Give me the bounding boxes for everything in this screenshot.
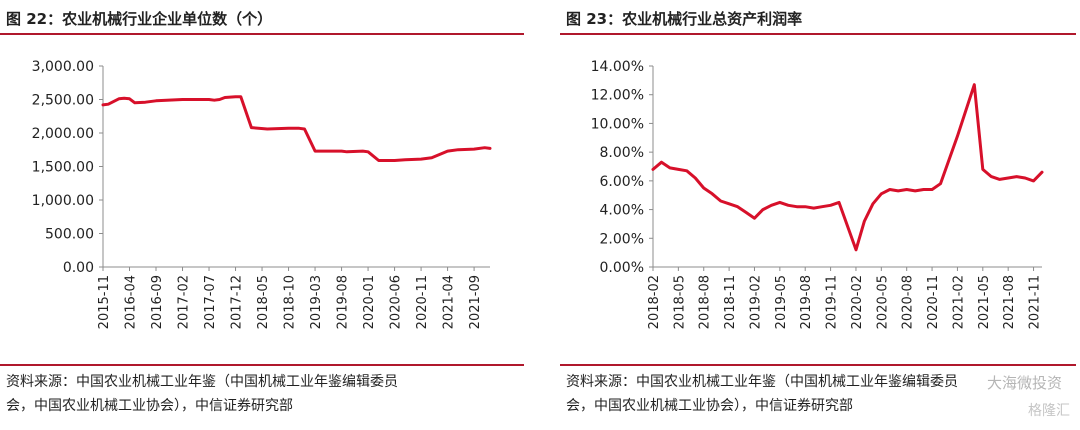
y-tick-label: 1,000.00 xyxy=(32,193,94,209)
chart-panel-left: 图 22：农业机械行业企业单位数（个） 3,000.00 2,500.00 2,00… xyxy=(0,0,524,430)
x-tick-label: 2020-11 xyxy=(415,275,430,329)
chart-panel-right: 图 23：农业机械行业总资产利润率 14.00% 12.00% 10.00% 8.00… xyxy=(560,0,1080,430)
x-tick-label: 2018-11 xyxy=(723,275,738,329)
x-tick-label: 2018-08 xyxy=(698,275,713,329)
source-line-2: 会，中国农业机械工业协会），中信证券研究部 xyxy=(566,398,853,414)
series-line xyxy=(651,83,1044,252)
x-tick-label: 2019-08 xyxy=(336,275,351,329)
y-tick-label: 2,000.00 xyxy=(32,126,94,142)
x-tick-label: 2019-05 xyxy=(774,275,789,329)
x-tick-label: 2018-10 xyxy=(283,275,298,329)
y-tick-label: 2,500.00 xyxy=(32,93,94,109)
line-chart-asset-profit-rate: 14.00% 12.00% 10.00% 8.00% 6.00% 4.00% 2.00% 0.… xyxy=(591,59,1044,329)
x-tick-label: 2021-04 xyxy=(442,275,457,329)
x-tick-label: 2016-04 xyxy=(124,275,139,329)
x-tick-label: 2020-11 xyxy=(926,275,941,329)
x-tick-label: 2017-02 xyxy=(177,275,192,329)
y-tick-label: 3,000.00 xyxy=(32,59,94,75)
y-tick-label: 4.00% xyxy=(600,203,644,219)
source-line-2: 会，中国农业机械工业协会），中信证券研究部 xyxy=(6,398,293,414)
x-tick-label: 2021-05 xyxy=(977,275,992,329)
source-divider-left xyxy=(0,364,524,366)
y-tick-label: 8.00% xyxy=(600,145,644,161)
y-tick-label: 10.00% xyxy=(591,116,644,132)
source-line-1: 资料来源：中国农业机械工业年鉴（中国机械工业年鉴编辑委员 xyxy=(6,374,398,390)
x-tick-label: 2020-01 xyxy=(362,275,377,329)
x-tick-label: 2021-11 xyxy=(1028,275,1043,329)
source-line-1: 资料来源：中国农业机械工业年鉴（中国机械工业年鉴编辑委员 xyxy=(566,374,958,390)
line-chart-enterprise-count: 3,000.00 2,500.00 2,000.00 1,500.00 1,000.00… xyxy=(32,59,492,329)
series-line xyxy=(101,95,492,162)
x-tick-label: 2020-02 xyxy=(850,275,865,329)
x-tick-label: 2016-09 xyxy=(150,275,165,329)
x-tick-label: 2017-12 xyxy=(230,275,245,329)
x-tick-label: 2019-11 xyxy=(825,275,840,329)
y-tick-label: 2.00% xyxy=(600,231,644,247)
source-note-left: 资料来源：中国农业机械工业年鉴（中国机械工业年鉴编辑委员 会，中国农业机械工业协… xyxy=(6,370,398,418)
x-tick-label: 2020-08 xyxy=(901,275,916,329)
watermark-logo: 大海微投资 xyxy=(986,374,1062,392)
chart-title-left: 图 22：农业机械行业企业单位数（个） xyxy=(6,10,273,28)
x-tick-label: 2021-09 xyxy=(468,275,483,329)
x-tick-label: 2017-07 xyxy=(203,275,218,329)
x-tick-label: 2018-05 xyxy=(672,275,687,329)
x-tick-label: 2021-02 xyxy=(951,275,966,329)
source-note-right: 资料来源：中国农业机械工业年鉴（中国机械工业年鉴编辑委员 会，中国农业机械工业协… xyxy=(566,370,958,418)
chart-title-right: 图 23：农业机械行业总资产利润率 xyxy=(566,10,803,28)
title-divider-right xyxy=(560,33,1076,35)
title-divider-left xyxy=(0,33,524,35)
x-tick-label: 2018-05 xyxy=(256,275,271,329)
y-tick-label: 6.00% xyxy=(600,174,644,190)
x-tick-label: 2019-08 xyxy=(799,275,814,329)
x-tick-label: 2018-02 xyxy=(647,275,662,329)
y-tick-label: 12.00% xyxy=(591,88,644,104)
x-tick-label: 2019-03 xyxy=(309,275,324,329)
watermark-sub: 格隆汇 xyxy=(1028,403,1070,419)
y-tick-label: 1,500.00 xyxy=(32,160,94,176)
y-tick-label: 0.00 xyxy=(63,260,94,276)
y-tick-label: 0.00% xyxy=(600,260,644,276)
x-tick-label: 2020-05 xyxy=(875,275,890,329)
y-tick-label: 500.00 xyxy=(45,227,94,243)
y-tick-label: 14.00% xyxy=(591,59,644,75)
x-tick-label: 2021-08 xyxy=(1002,275,1017,329)
x-tick-label: 2015-11 xyxy=(97,275,112,329)
source-divider-right xyxy=(560,364,1076,366)
x-tick-label: 2019-02 xyxy=(748,275,763,329)
x-tick-label: 2020-06 xyxy=(389,275,404,329)
